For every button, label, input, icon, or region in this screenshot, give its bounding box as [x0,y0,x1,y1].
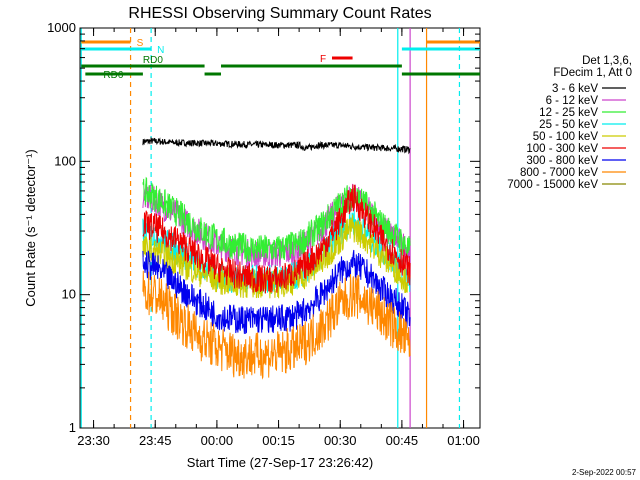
y-tick-label: 100 [54,153,76,168]
x-tick-label: 00:45 [386,433,419,448]
series-line [142,249,411,334]
series-line [142,184,411,294]
series-line [142,136,411,155]
chart-title: RHESSI Observing Summary Count Rates [128,5,431,22]
legend-entry: 6 - 12 keV [546,95,599,107]
y-tick-label: 1 [69,420,76,435]
x-tick-label: 00:15 [262,433,295,448]
x-axis-label: Start Time (27-Sep-17 23:26:42) [187,455,373,470]
x-tick-label: 23:30 [77,433,110,448]
flag-label: S [137,38,144,49]
legend-entry: 25 - 50 keV [539,119,598,131]
series-line [142,270,411,380]
legend-entry: 300 - 800 keV [526,155,598,167]
y-tick-label: 10 [62,287,76,302]
plot-frame [79,27,481,429]
y-axis: 1 10 100 1000 [47,20,480,435]
y-axis-label: Count Rate (s⁻¹ detector⁻¹) [23,149,38,307]
y-tick-label: 1000 [47,20,76,35]
x-tick-label: 01:00 [447,433,480,448]
flag-label: F [320,54,326,65]
legend-entry: 50 - 100 keV [533,131,599,143]
instrument-state-lines [80,28,461,428]
series-group [142,136,411,380]
series-line [142,176,411,263]
x-tick-label: 23:45 [139,433,172,448]
legend-entry: 100 - 300 keV [526,143,598,155]
flag-label: N [157,45,164,56]
legend-header: FDecim 1, Att 0 [553,67,632,79]
flag-label: RD0 [143,55,163,66]
x-axis: 23:30 23:45 00:00 00:15 00:30 00:45 01:00 [77,28,480,448]
timestamp-stamp: 2-Sep-2022 00:57 [572,468,637,477]
legend-entry: 7000 - 15000 keV [507,179,598,191]
legend-header: Det 1,3,6, [582,55,632,67]
x-tick-label: 00:30 [324,433,357,448]
legend-entry: 3 - 6 keV [552,83,598,95]
x-tick-label: 00:00 [201,433,234,448]
legend-entry: 800 - 7000 keV [520,167,598,179]
flag-label: RD6 [103,70,123,81]
legend-entry: 12 - 25 keV [539,107,598,119]
